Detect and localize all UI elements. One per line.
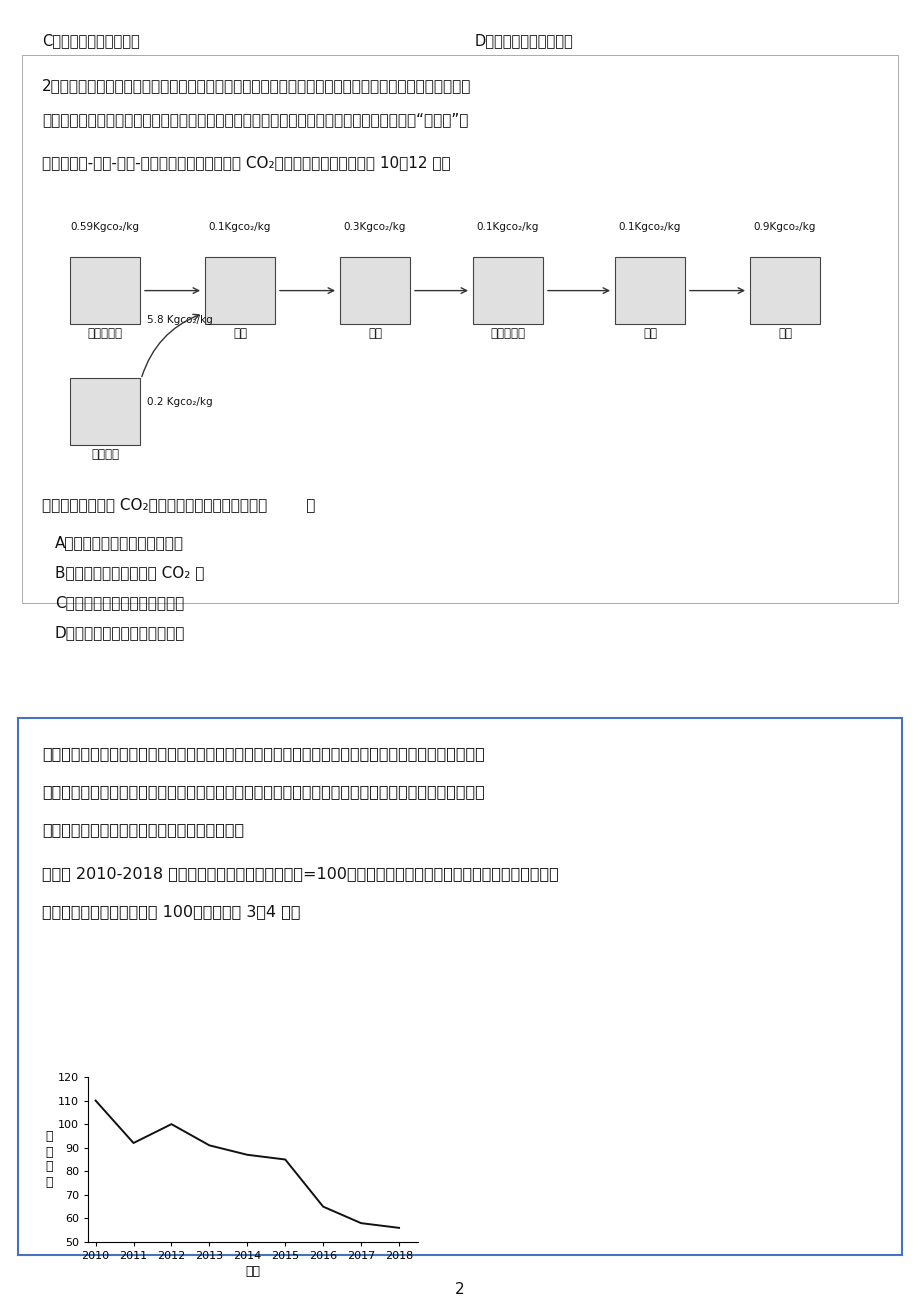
Text: A．禽畜生长消耗的粳食饰料多: A．禽畜生长消耗的粳食饰料多 (55, 535, 184, 549)
Text: 加工和打包: 加工和打包 (490, 327, 525, 340)
Text: 0.1Kgco₂/kg: 0.1Kgco₂/kg (618, 223, 680, 232)
Text: 量，通过各种形式，以抗消自身产生的二氧化碳或温室气体排放量，实现正负抗消，达到相对“零排放”。: 量，通过各种形式，以抗消自身产生的二氧化碳或温室气体排放量，实现正负抗消，达到相… (42, 112, 468, 128)
FancyBboxPatch shape (472, 256, 542, 324)
FancyBboxPatch shape (70, 379, 140, 445)
Text: 运输: 运输 (368, 327, 381, 340)
Text: 0.9Kgco₂/kg: 0.9Kgco₂/kg (753, 223, 815, 232)
X-axis label: 年份: 年份 (245, 1266, 260, 1279)
Text: D．绿色植物的腐烂发酵: D．绿色植物的腐烂发酵 (474, 33, 573, 48)
FancyBboxPatch shape (340, 256, 410, 324)
Text: 0.1Kgco₂/kg: 0.1Kgco₂/kg (476, 223, 539, 232)
FancyBboxPatch shape (70, 256, 140, 324)
Text: 在禽畜养殖环节中 CO₂排放量大的主要直接原因是（        ）: 在禽畜养殖环节中 CO₂排放量大的主要直接原因是（ ） (42, 497, 315, 512)
Text: D．禽畜养殖消耗的矿物能源多: D．禽畜养殖消耗的矿物能源多 (55, 625, 185, 641)
Text: 农作物种植: 农作物种植 (87, 327, 122, 340)
Text: 家纺业潮流，已成为全国最大的家绺专业市场。: 家纺业潮流，已成为全国最大的家绺专业市场。 (42, 822, 244, 837)
Text: 采购。当前南通家纺产品品类齐全，产业链条完备，其科技含量和生产的智能化程度越来越高，引领全球: 采购。当前南通家纺产品品类齐全，产业链条完备，其科技含量和生产的智能化程度越来越… (42, 784, 484, 799)
Text: C．矿物能源的大量使用: C．矿物能源的大量使用 (42, 33, 140, 48)
Text: 的棉花总产量之比，再乘以 100。据此完成 3～4 题。: 的棉花总产量之比，再乘以 100。据此完成 3～4 题。 (42, 904, 301, 919)
Text: 0.1Kgco₂/kg: 0.1Kgco₂/kg (209, 223, 271, 232)
Text: 存储: 存储 (233, 327, 246, 340)
FancyBboxPatch shape (749, 256, 819, 324)
FancyBboxPatch shape (614, 256, 685, 324)
Bar (18, 717, 901, 1255)
Text: 烹饪: 烹饪 (777, 327, 791, 340)
Text: 禽畜养殖: 禽畜养殖 (91, 448, 119, 461)
Text: 2．碳中和是指国家、企业、产品、活动或个人在一定时间内直接或间接产生的二氧化碳或温室气体排放总: 2．碳中和是指国家、企业、产品、活动或个人在一定时间内直接或间接产生的二氧化碳或… (42, 78, 471, 92)
Text: 0.3Kgco₂/kg: 0.3Kgco₂/kg (344, 223, 406, 232)
Y-axis label: 增
长
指
数: 增 长 指 数 (46, 1130, 53, 1189)
Text: 0.2 Kgco₂/kg: 0.2 Kgco₂/kg (147, 397, 212, 408)
FancyBboxPatch shape (205, 256, 275, 324)
Text: 超市: 超市 (642, 327, 656, 340)
Text: C．禽畜养殖对植被的破坏严重: C．禽畜养殖对植被的破坏严重 (55, 595, 184, 611)
Text: B．禽畜生理活动排放的 CO₂ 多: B．禽畜生理活动排放的 CO₂ 多 (55, 565, 204, 579)
Text: 粳食从种植-运输-加工-餐桌，每个环节都会带来 CO₂排放（如图）。据此回答 10～12 题。: 粳食从种植-运输-加工-餐桌，每个环节都会带来 CO₂排放（如图）。据此回答 1… (42, 155, 450, 171)
Text: 0.59Kgco₂/kg: 0.59Kgco₂/kg (71, 223, 140, 232)
Text: 2: 2 (455, 1282, 464, 1297)
Text: 江苏南通市历史上曾是全国重要的棉产中心和贸易中心，如今更侧重绺织品加工贸易，棉花需大量从新疆: 江苏南通市历史上曾是全国重要的棉产中心和贸易中心，如今更侧重绺织品加工贸易，棉花… (42, 746, 484, 760)
Text: 5.8 Kgco₂/kg: 5.8 Kgco₂/kg (147, 315, 212, 326)
Text: 如图为 2010-2018 年南通棉花产量增长指数（上年=100）。棉花产量增长指数是某年的棉花总产量与上年: 如图为 2010-2018 年南通棉花产量增长指数（上年=100）。棉花产量增长… (42, 866, 558, 881)
Bar (22, 55, 897, 603)
